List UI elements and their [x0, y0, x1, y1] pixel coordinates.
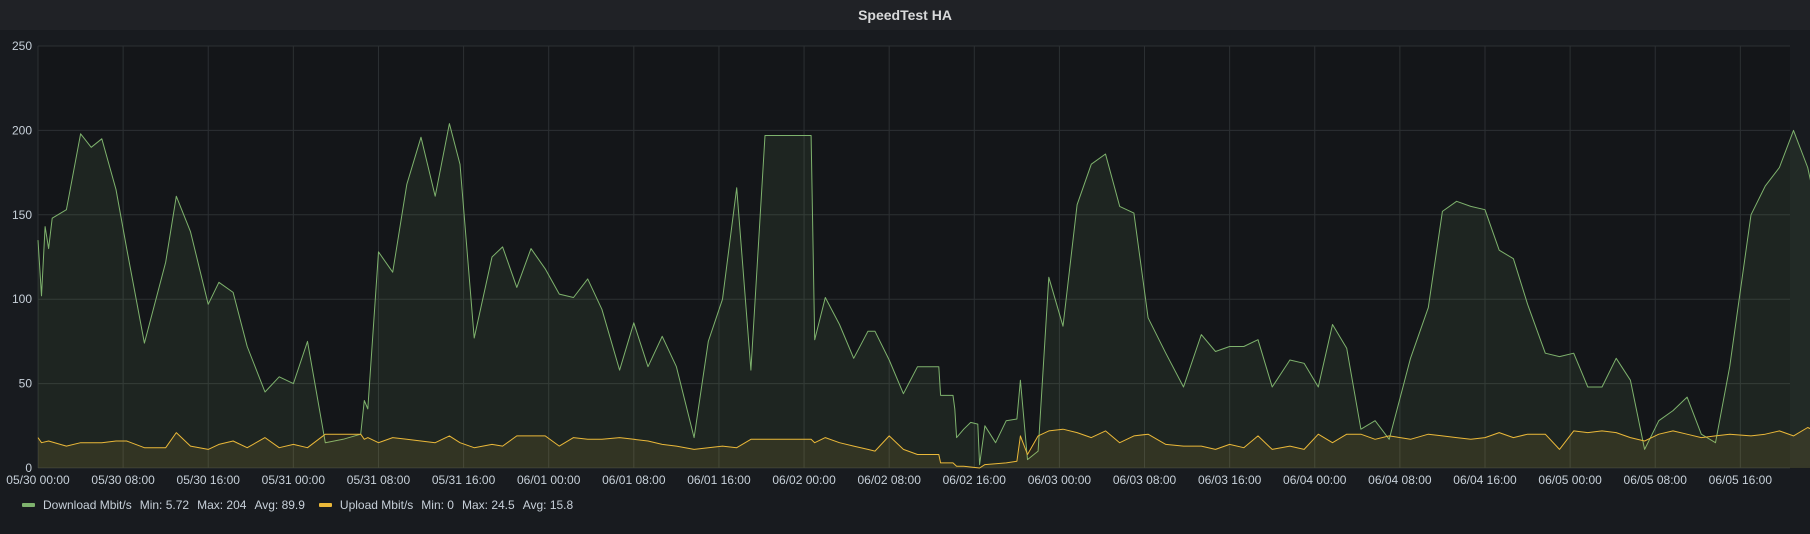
legend-avg-download: Avg: 89.9 [254, 498, 305, 512]
legend-max-download: Max: 204 [197, 498, 247, 512]
legend-swatch-upload [318, 503, 332, 507]
y-tick-label: 250 [12, 39, 32, 53]
series-area-upload [38, 427, 1810, 468]
x-tick-label: 05/31 00:00 [262, 473, 326, 487]
series-line-download [37, 123, 1810, 466]
panel-header[interactable]: SpeedTest HA [0, 0, 1810, 30]
x-tick-label: 06/04 16:00 [1453, 473, 1517, 487]
x-tick-label: 06/05 00:00 [1538, 473, 1602, 487]
y-tick-label: 200 [12, 123, 32, 137]
x-tick-label: 06/01 00:00 [517, 473, 581, 487]
x-tick-label: 06/02 00:00 [772, 473, 836, 487]
series-area-download [38, 123, 1810, 468]
legend-min-download: Min: 5.72 [139, 498, 190, 512]
x-tick-label: 06/01 16:00 [687, 473, 751, 487]
legend-item-download[interactable]: Download Mbit/s Min: 5.72 Max: 204 Avg: … [22, 498, 305, 512]
x-tick-label: 06/05 16:00 [1709, 473, 1773, 487]
legend-min-upload: Min: 0 [421, 498, 454, 512]
x-tick-label: 06/03 08:00 [1113, 473, 1177, 487]
legend-label-download: Download Mbit/s [43, 498, 132, 512]
x-tick-label: 06/04 00:00 [1283, 473, 1347, 487]
x-tick-label: 05/30 00:00 [6, 473, 70, 487]
y-tick-label: 150 [12, 208, 32, 222]
x-tick-label: 06/02 08:00 [857, 473, 921, 487]
x-tick-label: 05/31 16:00 [432, 473, 496, 487]
x-tick-label: 06/02 16:00 [943, 473, 1007, 487]
legend-item-upload[interactable]: Upload Mbit/s Min: 0 Max: 24.5 Avg: 15.8 [318, 498, 574, 512]
series-line-upload [37, 427, 1810, 469]
legend: Download Mbit/s Min: 5.72 Max: 204 Avg: … [22, 498, 587, 512]
y-tick-label: 100 [12, 292, 32, 306]
plot-background [38, 46, 1790, 468]
x-tick-label: 06/01 08:00 [602, 473, 666, 487]
legend-max-upload: Max: 24.5 [461, 498, 515, 512]
x-tick-label: 05/31 08:00 [347, 473, 411, 487]
legend-label-upload: Upload Mbit/s [339, 498, 414, 512]
legend-swatch-download [22, 503, 35, 507]
x-tick-label: 06/05 08:00 [1624, 473, 1688, 487]
y-tick-label: 50 [19, 377, 33, 391]
x-tick-label: 06/04 08:00 [1368, 473, 1432, 487]
x-tick-label: 05/30 08:00 [91, 473, 155, 487]
x-tick-label: 05/30 16:00 [177, 473, 241, 487]
x-tick-label: 06/03 16:00 [1198, 473, 1262, 487]
legend-avg-upload: Avg: 15.8 [522, 498, 574, 512]
x-tick-label: 06/03 00:00 [1028, 473, 1092, 487]
y-tick-label: 0 [25, 461, 32, 475]
panel-title[interactable]: SpeedTest HA [858, 7, 952, 23]
